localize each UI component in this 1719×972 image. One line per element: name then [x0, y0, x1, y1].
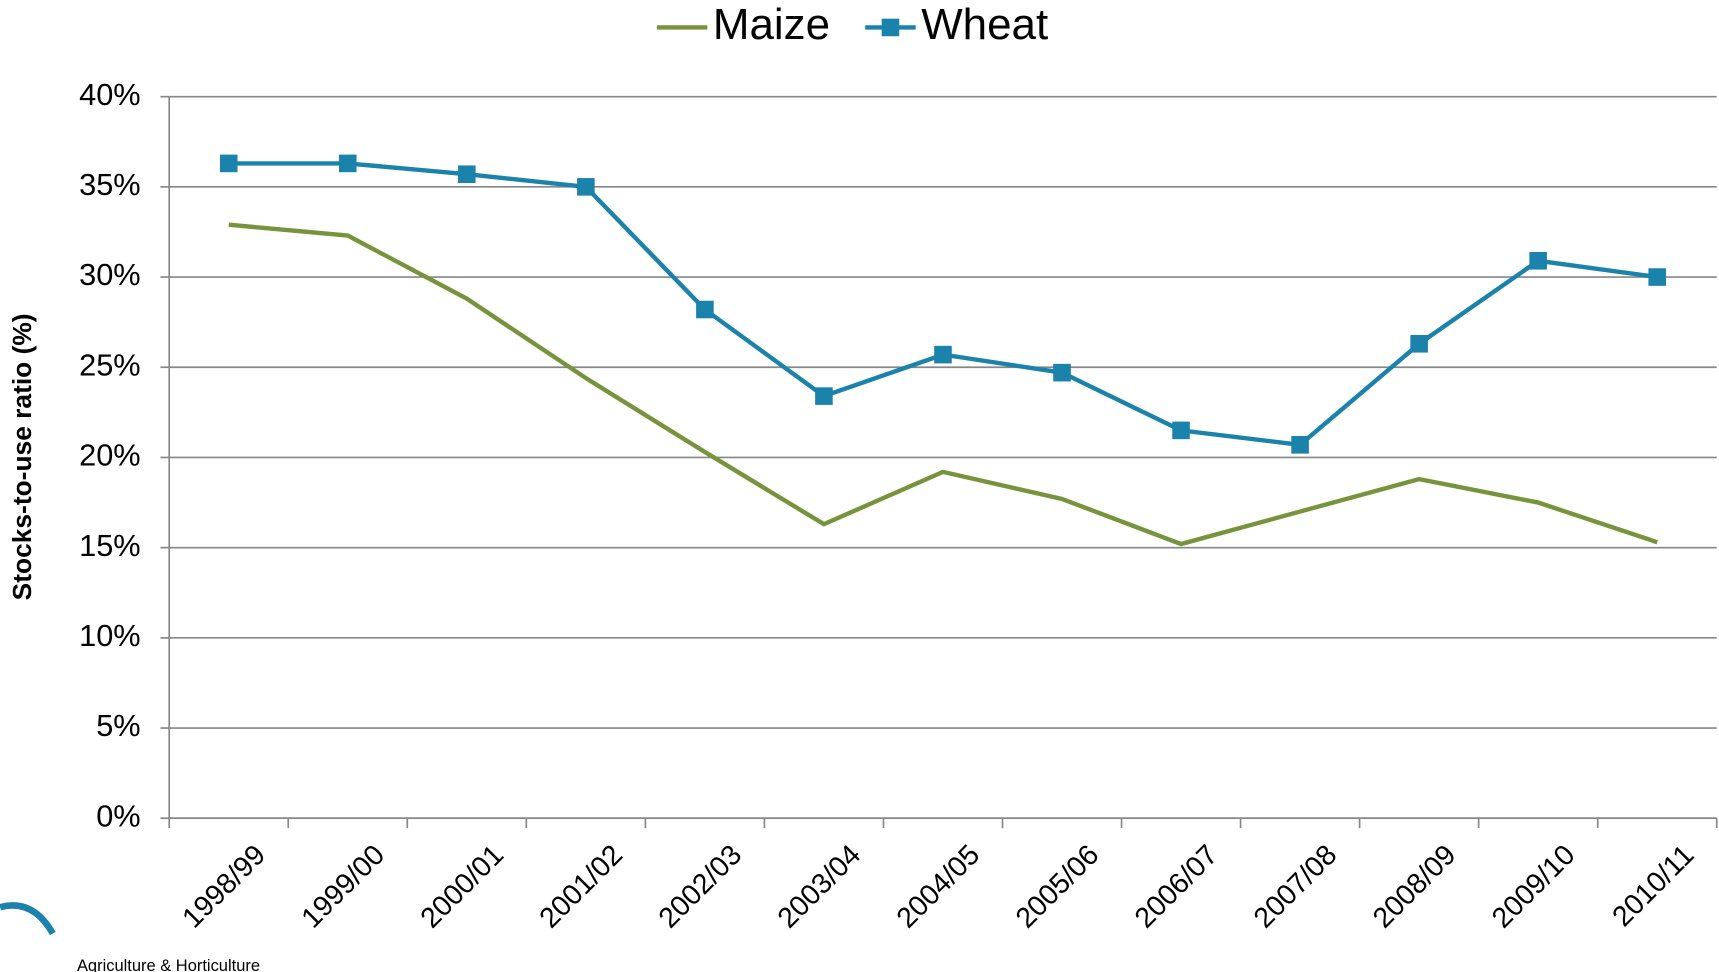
x-tick-label: 1998/99 [176, 839, 272, 935]
y-tick-label: 20% [79, 438, 141, 473]
x-tick-label: 1999/00 [295, 839, 391, 935]
marker [338, 154, 357, 173]
marker [1648, 268, 1666, 286]
x-tick-label: 2000/01 [414, 839, 510, 935]
y-tick-label: 0% [96, 798, 140, 833]
x-tick-label: 2008/09 [1367, 839, 1463, 935]
y-tick-label: 25% [79, 347, 141, 382]
marker [1291, 436, 1309, 454]
legend-label: Maize [713, 0, 830, 49]
series-line [228, 161, 1658, 448]
x-tick-label: 2007/08 [1248, 839, 1344, 935]
y-axis-label: Stocks-to-use ratio (%) [7, 313, 37, 600]
x-tick-label: 2006/07 [1129, 839, 1225, 935]
x-tick-label: 2005/06 [1010, 839, 1106, 935]
y-tick-label: 10% [79, 618, 141, 653]
x-tick-label: 2009/10 [1486, 839, 1582, 935]
x-tick-label: 2002/03 [653, 839, 749, 935]
y-tick-label: 30% [79, 257, 141, 292]
marker [458, 165, 476, 184]
y-tick-label: 40% [79, 77, 141, 112]
x-tick-label: 2010/11 [1606, 839, 1700, 933]
x-tick-label: 2001/02 [534, 839, 630, 935]
legend-label: Wheat [921, 0, 1048, 49]
marker [934, 345, 952, 364]
marker [577, 178, 595, 196]
marker [1529, 252, 1547, 270]
x-tick-label: 2004/05 [891, 839, 987, 935]
marker [1410, 335, 1428, 353]
marker [815, 387, 833, 405]
logo-text: Agriculture & Horticulture [77, 957, 260, 972]
marker [1053, 363, 1071, 382]
y-tick-label: 35% [79, 167, 141, 202]
legend-marker [881, 18, 900, 37]
y-tick-label: 15% [79, 528, 141, 563]
x-tick-label: 2003/04 [772, 839, 868, 935]
series-line [228, 222, 1658, 547]
marker [696, 300, 714, 319]
y-tick-label: 5% [96, 708, 140, 743]
marker [1172, 421, 1190, 440]
logo [0, 902, 56, 936]
marker [219, 154, 238, 173]
